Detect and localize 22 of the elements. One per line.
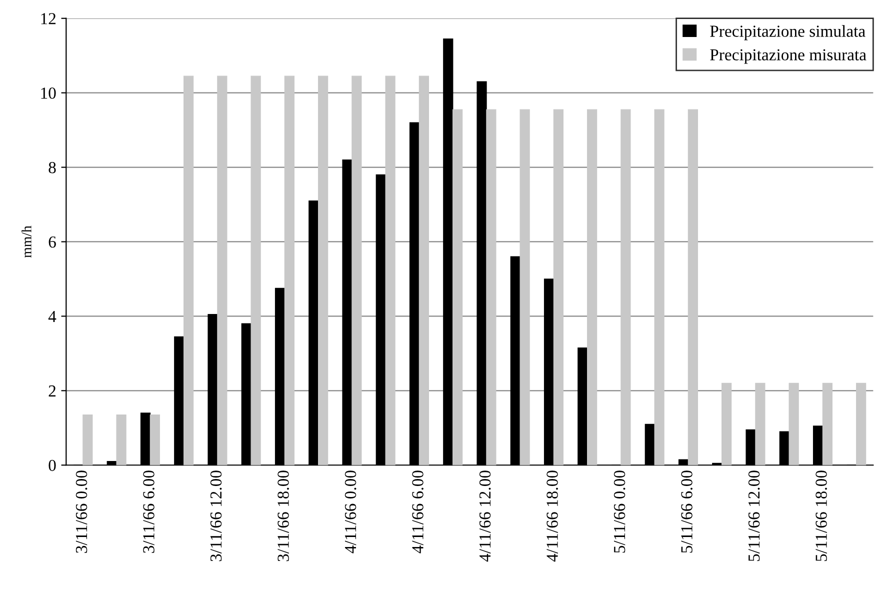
x-tick-label: 3/11/66 12.00 xyxy=(210,470,222,562)
x-tick-label: 4/11/66 18.00 xyxy=(546,470,558,562)
x-tick-label: 5/11/66 6.00 xyxy=(681,470,692,553)
x-tick-label: 3/11/66 0.00 xyxy=(76,470,88,553)
y-tick-label: 12 xyxy=(41,13,56,24)
x-tick-label: 5/11/66 18.00 xyxy=(816,470,827,561)
legend-label: Precipitazione misurata xyxy=(710,49,866,64)
y-tick-label: 8 xyxy=(48,162,56,174)
x-tick-label: 4/11/66 12.00 xyxy=(479,470,491,562)
x-tick-label: 3/11/66 6.00 xyxy=(143,470,154,553)
x-tick-label: 5/11/66 0.00 xyxy=(614,470,626,553)
y-tick-label: 6 xyxy=(48,236,56,248)
legend-label: Precipitazione simulata xyxy=(710,25,866,40)
y-axis-title: mm/h xyxy=(22,226,32,258)
x-tick-label: 3/11/66 18.00 xyxy=(278,470,289,562)
y-tick-label: 0 xyxy=(48,460,56,472)
x-tick-label: 4/11/66 6.00 xyxy=(412,470,424,554)
x-tick-label: 4/11/66 0.00 xyxy=(344,470,356,554)
y-tick-label: 4 xyxy=(48,311,56,322)
y-tick-label: 2 xyxy=(48,385,56,396)
x-tick-label: 5/11/66 12.00 xyxy=(748,470,760,561)
y-tick-label: 10 xyxy=(41,88,56,99)
